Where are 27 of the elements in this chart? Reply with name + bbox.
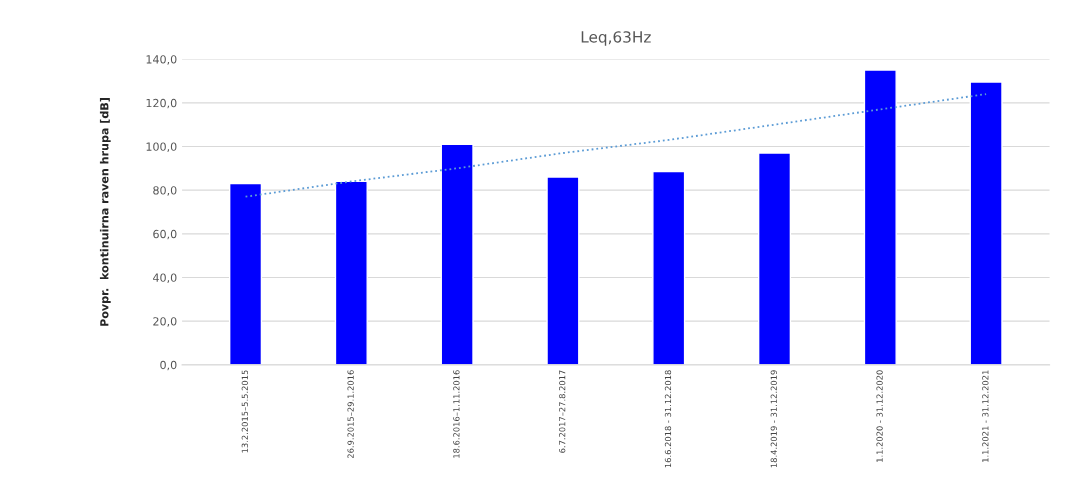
x-tick-label: 1.1.2020 - 31.12.2020	[876, 370, 883, 462]
bar	[652, 170, 686, 365]
y-axis-title: Povpr. kontinuirna raven hrupa [dB]	[99, 98, 111, 326]
y-tick-label: 100,0	[146, 142, 177, 152]
x-tick-label: 16.6.2018 - 31.12.2018	[664, 370, 672, 468]
bar	[546, 176, 580, 365]
y-tick-label: 120,0	[146, 98, 177, 109]
x-tick-label: 1.1.2021 - 31.12.2021	[982, 370, 989, 462]
y-tick-label: 0,0	[160, 360, 177, 371]
bar	[440, 143, 474, 365]
line-series	[244, 93, 988, 198]
x-tick-label: 26.9.2015–29.1.2016	[347, 370, 354, 459]
chart-title: Leq,63Hz	[581, 31, 651, 46]
bar	[228, 182, 263, 365]
x-tick-label: 13.2.2015–5.5.2015	[241, 370, 248, 453]
x-tick-label: 6.7.2017–27.8.2017	[559, 370, 566, 453]
y-tick-label: 40,0	[153, 273, 177, 283]
x-tick-label: 18.4.2019 - 31.12.2019	[770, 370, 777, 468]
bar	[863, 69, 897, 365]
y-tick-label: 20,0	[153, 317, 177, 327]
y-tick-label: 60,0	[153, 229, 177, 240]
bar	[757, 152, 792, 365]
y-tick-label: 140,0	[146, 55, 177, 65]
x-tick-label: 18.6.2016–1.11.2016	[453, 370, 460, 458]
bar	[334, 180, 368, 365]
bar	[969, 81, 1003, 365]
y-tick-label: 80,0	[153, 186, 177, 196]
